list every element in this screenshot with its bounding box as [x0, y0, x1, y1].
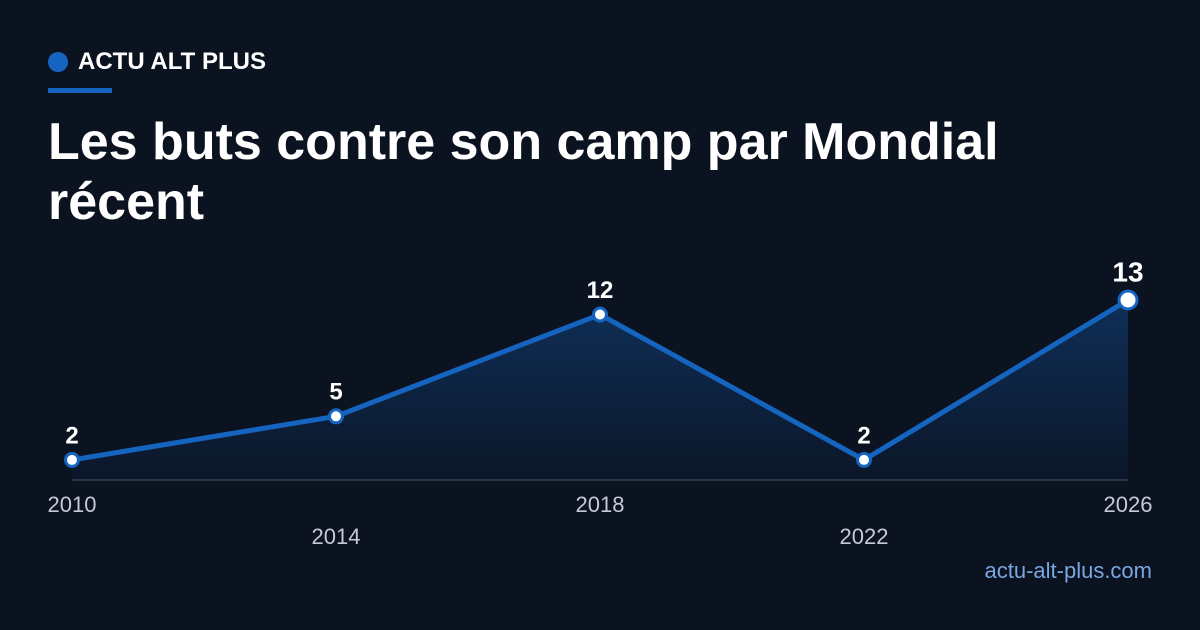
brand: ACTU ALT PLUS: [48, 48, 266, 76]
x-tick-label: 2026: [1104, 492, 1153, 517]
value-label: 2: [65, 422, 78, 449]
brand-name: ACTU ALT PLUS: [78, 48, 266, 75]
value-label: 13: [1112, 256, 1143, 287]
x-tick-label: 2018: [576, 492, 625, 517]
point: [592, 306, 608, 323]
area: [72, 300, 1128, 480]
x-tick-label: 2010: [48, 492, 97, 517]
point: [1117, 289, 1139, 311]
brand-dot: [48, 52, 68, 72]
source: actu-alt-plus.com: [984, 558, 1152, 583]
x-tick-label: 2022: [840, 524, 889, 549]
point: [328, 408, 344, 425]
chart-title: Les buts contre son camp par Mondial réc…: [48, 113, 999, 231]
point: [64, 451, 80, 468]
value-label: 5: [329, 379, 342, 406]
value-label: 12: [587, 277, 614, 304]
brand-rule: [48, 88, 112, 93]
value-label: 2: [857, 422, 870, 449]
point: [856, 451, 872, 468]
x-tick-label: 2014: [312, 524, 361, 549]
